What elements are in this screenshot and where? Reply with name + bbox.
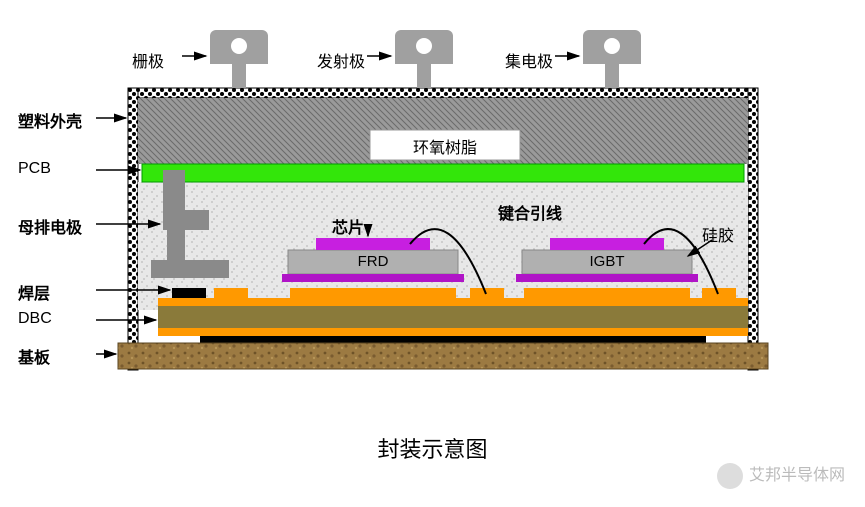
label-dbc: DBC — [18, 310, 52, 328]
label-solder: 焊层 — [18, 280, 50, 304]
label-busbar: 母排电极 — [18, 214, 82, 238]
label-silicone: 硅胶 — [702, 222, 734, 246]
label-chip: 芯片 — [332, 214, 364, 238]
caption: 封装示意图 — [0, 432, 865, 464]
watermark: 艾邦半导体网 — [717, 461, 845, 489]
label-epoxy: 环氧树脂 — [370, 134, 520, 164]
label-gate: 栅极 — [132, 48, 164, 72]
chip-label-igbt: IGBT — [522, 253, 692, 277]
label-baseplate: 基板 — [18, 344, 50, 368]
chip-label-frd: FRD — [288, 253, 458, 277]
label-bond: 键合引线 — [498, 200, 562, 224]
label-emitter: 发射极 — [317, 48, 365, 72]
label-collector: 集电极 — [505, 48, 553, 72]
label-pcb: PCB — [18, 160, 51, 178]
label-shell: 塑料外壳 — [18, 108, 82, 132]
